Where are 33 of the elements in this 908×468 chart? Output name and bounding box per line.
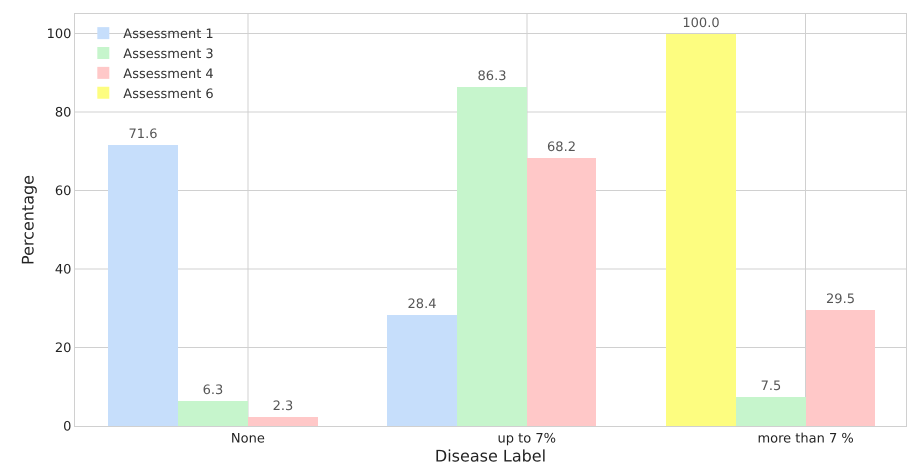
data-label: 100.0 — [682, 16, 720, 31]
x-tick-label: None — [230, 432, 265, 447]
bar — [387, 315, 457, 426]
bar — [108, 145, 178, 426]
bar — [178, 401, 248, 426]
legend-label: Assessment 3 — [123, 47, 214, 62]
y-tick-label: 20 — [54, 341, 72, 356]
bar — [457, 87, 527, 426]
y-tick-label: 100 — [46, 27, 72, 42]
x-tick-label: up to 7% — [498, 432, 556, 447]
x-tick-label: more than 7 % — [757, 432, 854, 447]
data-label: 6.3 — [202, 383, 224, 398]
legend-label: Assessment 1 — [123, 27, 214, 42]
data-label: 71.6 — [128, 127, 158, 142]
data-label: 28.4 — [408, 297, 436, 312]
legend-label: Assessment 4 — [123, 66, 214, 82]
y-tick-label: 0 — [63, 420, 72, 435]
x-axis-title: Disease Label — [434, 446, 546, 466]
bar — [666, 34, 736, 426]
data-label: 7.5 — [760, 379, 782, 394]
bar — [248, 417, 318, 426]
data-label: 86.3 — [478, 69, 506, 84]
bar — [736, 397, 806, 426]
bar — [806, 310, 875, 426]
y-tick-label: 60 — [54, 184, 72, 200]
data-label: 68.2 — [547, 140, 576, 155]
data-label: 29.5 — [826, 292, 855, 307]
y-tick-label: 40 — [54, 262, 72, 278]
y-tick-label: 80 — [54, 106, 72, 121]
legend-label: Assessment 6 — [123, 86, 214, 102]
bar — [527, 158, 596, 426]
y-axis-title: Percentage — [18, 174, 38, 266]
data-label: 2.3 — [272, 399, 294, 414]
